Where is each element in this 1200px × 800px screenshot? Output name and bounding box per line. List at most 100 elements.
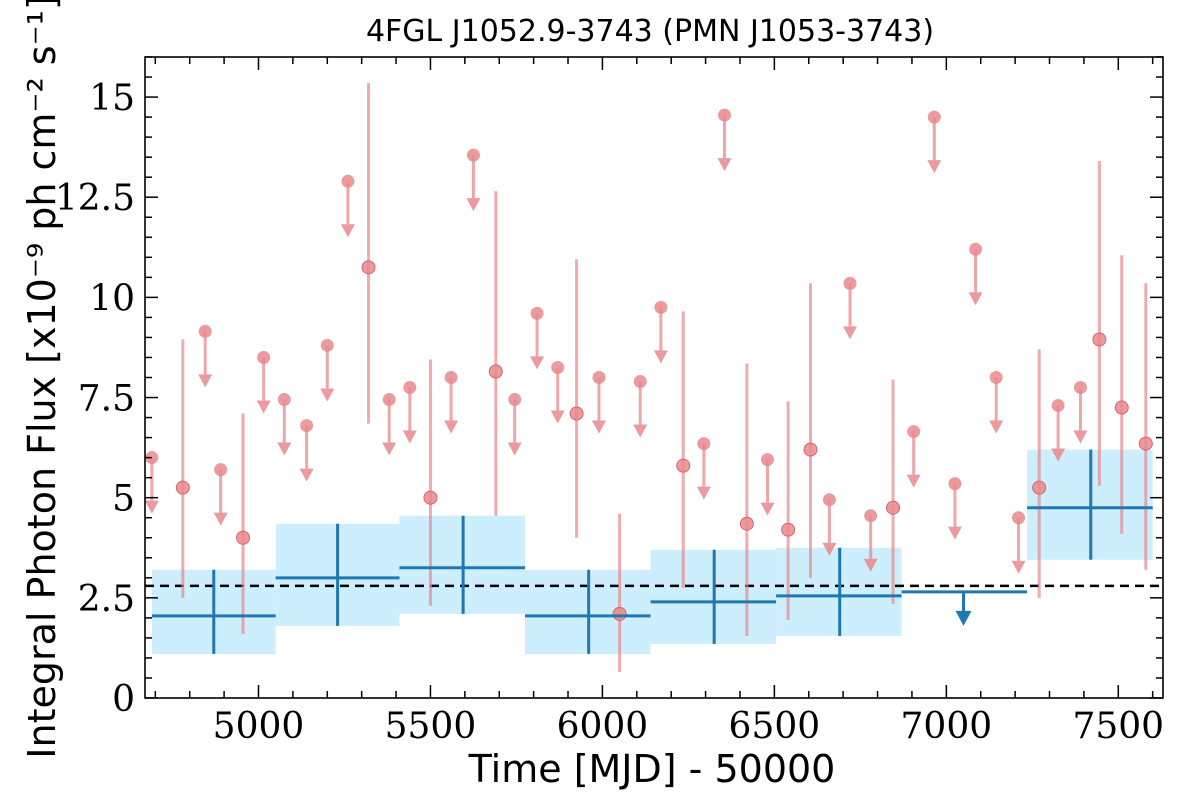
short-bin-point: [739, 516, 754, 531]
short-bin-points: [144, 83, 1153, 672]
upper-limit-arrow: [760, 502, 775, 516]
upper-limit-point: [1012, 511, 1026, 525]
upper-limit-point: [257, 350, 271, 364]
upper-limit-arrow: [927, 160, 942, 174]
short-bin-point: [1032, 480, 1047, 495]
upper-limit-arrow: [843, 326, 858, 340]
upper-limit-arrow: [968, 292, 983, 306]
short-bin-point: [1138, 436, 1153, 451]
short-bin-point: [781, 522, 796, 537]
upper-limit-arrow: [633, 424, 648, 438]
long-bin-bands: [151, 449, 1153, 654]
upper-limit-point: [633, 375, 647, 389]
x-tick-label: 5000: [213, 706, 305, 747]
y-tick-label: 15: [89, 78, 135, 119]
x-tick-label: 6000: [557, 706, 649, 747]
upper-limit-point: [277, 393, 291, 407]
upper-limit-point: [654, 300, 668, 314]
short-bin-point: [488, 364, 503, 379]
axis-ticks: [145, 56, 1163, 699]
upper-limit-arrow: [213, 512, 228, 526]
y-tick-label: 10: [89, 278, 135, 319]
x-tick-label: 7000: [901, 706, 993, 747]
y-axis-label: Integral Photon Flux [x10⁻⁹ ph cm⁻² s⁻¹]: [20, 0, 64, 759]
upper-limit-point: [907, 425, 921, 439]
y-tick-label: 0: [112, 679, 135, 720]
y-tick-label: 7.5: [78, 379, 135, 420]
upper-limit-arrow: [299, 468, 314, 482]
upper-limit-arrow: [591, 420, 606, 434]
upper-limit-point: [592, 371, 606, 384]
x-tick-label: 7500: [1072, 706, 1164, 747]
upper-limit-arrow: [530, 356, 545, 370]
upper-limit-point: [198, 324, 212, 338]
long-bin-upper-limit-arrow: [955, 610, 972, 626]
upper-limit-point: [214, 463, 228, 477]
upper-limit-arrow: [444, 420, 459, 434]
upper-limit-arrow: [947, 526, 962, 540]
upper-limit-point: [927, 110, 941, 124]
y-tick-labels: 0 2.5 5 7.5 10 12.5 15: [55, 78, 135, 720]
upper-limit-point: [530, 306, 544, 320]
upper-limit-point: [969, 242, 983, 256]
upper-limit-arrow: [989, 420, 1004, 434]
upper-limit-arrow: [822, 542, 837, 556]
upper-limit-arrow: [550, 410, 565, 424]
short-bin-point: [361, 260, 376, 275]
upper-limit-arrow: [256, 400, 271, 414]
upper-limit-arrow: [696, 486, 711, 500]
short-bin-point: [886, 500, 901, 515]
upper-limit-point: [1051, 399, 1065, 413]
x-tick-label: 6500: [729, 706, 821, 747]
upper-limit-point: [508, 393, 522, 407]
upper-limit-point: [697, 437, 711, 451]
short-bin-point: [1092, 332, 1107, 347]
upper-limit-point: [718, 108, 732, 122]
upper-limit-point: [822, 493, 836, 507]
upper-limit-arrow: [906, 474, 921, 488]
upper-limit-point: [341, 174, 355, 188]
upper-limit-point: [760, 453, 774, 467]
x-tick-label: 5500: [385, 706, 477, 747]
upper-limit-point: [843, 276, 857, 290]
short-bin-point: [803, 442, 818, 457]
short-bin-point: [569, 406, 584, 421]
upper-limit-point: [382, 393, 396, 407]
upper-limit-arrow: [466, 198, 481, 212]
upper-limit-point: [466, 148, 480, 162]
short-bin-point: [175, 480, 190, 495]
chart-title: 4FGL J1052.9-3743 (PMN J1053-3743): [366, 14, 934, 49]
upper-limit-arrow: [1073, 430, 1088, 444]
upper-limit-point: [444, 371, 458, 384]
upper-limit-arrow: [717, 158, 732, 172]
y-tick-label: 5: [112, 479, 135, 520]
upper-limit-arrow: [144, 500, 159, 514]
upper-limit-point: [1073, 381, 1087, 395]
upper-limit-point: [320, 338, 334, 352]
y-tick-label: 2.5: [78, 579, 135, 620]
upper-limit-arrow: [1051, 448, 1066, 462]
short-bin-point: [236, 530, 251, 545]
y-tick-label: 12.5: [55, 178, 135, 219]
upper-limit-arrow: [277, 442, 292, 456]
upper-limit-point: [989, 371, 1003, 384]
short-bin-point: [676, 458, 691, 473]
x-tick-labels: 5000 5500 6000 6500 7000 7500: [213, 706, 1164, 747]
upper-limit-point: [300, 419, 314, 433]
upper-limit-arrow: [507, 442, 522, 456]
long-bin-points: [151, 449, 1153, 654]
upper-limit-arrow: [863, 558, 878, 572]
upper-limit-arrow: [320, 388, 335, 402]
x-axis-label: Time [MJD] - 50000: [468, 747, 836, 791]
upper-limit-arrow: [340, 224, 355, 238]
upper-limit-point: [551, 360, 565, 374]
upper-limit-arrow: [382, 442, 397, 456]
upper-limit-arrow: [1011, 560, 1026, 574]
upper-limit-arrow: [402, 430, 417, 444]
short-bin-point: [1114, 400, 1129, 415]
upper-limit-arrow: [198, 374, 213, 388]
upper-limit-arrow: [653, 350, 668, 364]
short-bin-point: [612, 606, 627, 621]
short-bin-point: [423, 490, 438, 505]
